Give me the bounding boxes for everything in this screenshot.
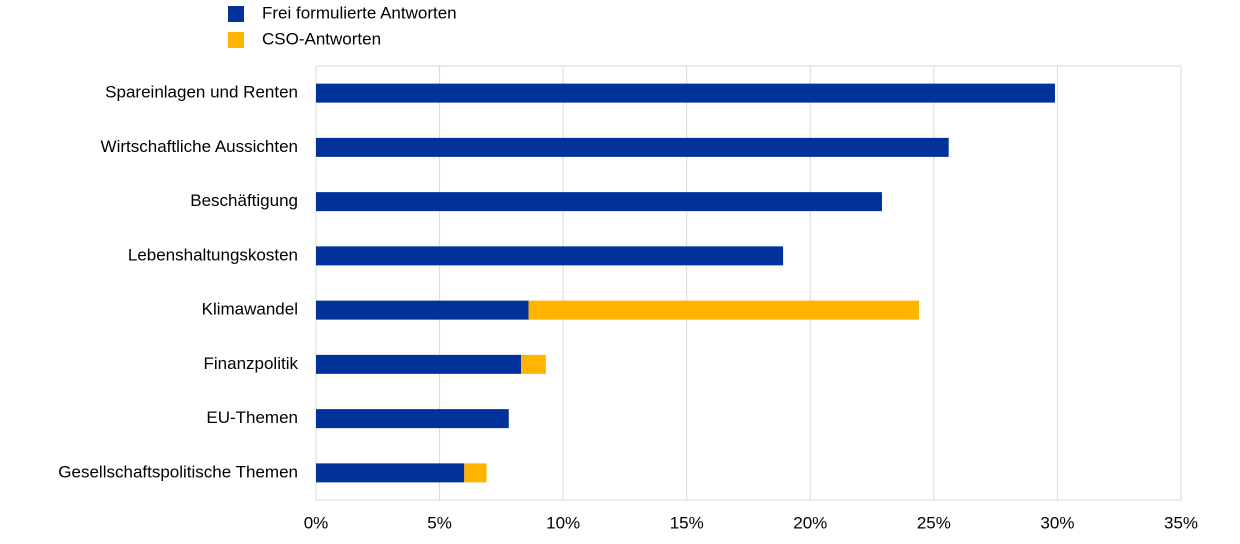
- bar-segment: [528, 300, 920, 320]
- bar-segment: [316, 463, 465, 483]
- bar-segment: [316, 83, 1055, 103]
- x-tick-label: 20%: [793, 513, 827, 532]
- legend-label: CSO-Antworten: [262, 29, 381, 48]
- x-tick-label: 35%: [1164, 513, 1198, 532]
- legend-label: Frei formulierte Antworten: [262, 3, 457, 22]
- bar-segment: [316, 300, 529, 320]
- y-tick-label: Wirtschaftliche Aussichten: [101, 137, 298, 156]
- bar-segment: [316, 409, 509, 429]
- bar-segment: [316, 246, 784, 266]
- x-tick-label: 5%: [427, 513, 452, 532]
- x-tick-label: 0%: [304, 513, 329, 532]
- y-tick-label: Beschäftigung: [190, 191, 298, 210]
- y-tick-label: Gesellschaftspolitische Themen: [58, 462, 298, 481]
- x-tick-label: 10%: [546, 513, 580, 532]
- y-tick-label: Klimawandel: [202, 300, 298, 319]
- bar-segment: [316, 354, 522, 374]
- x-tick-label: 15%: [670, 513, 704, 532]
- bar-segment: [521, 354, 546, 374]
- x-tick-label: 30%: [1040, 513, 1074, 532]
- bar-segment: [316, 192, 882, 212]
- y-tick-label: Spareinlagen und Renten: [105, 83, 298, 102]
- legend-swatch: [228, 6, 244, 22]
- bar-segment: [316, 137, 949, 157]
- y-tick-label: EU-Themen: [206, 408, 298, 427]
- x-tick-label: 25%: [917, 513, 951, 532]
- bar-segment: [464, 463, 487, 483]
- y-tick-label: Lebenshaltungskosten: [128, 245, 298, 264]
- y-tick-label: Finanzpolitik: [204, 354, 299, 373]
- legend-swatch: [228, 32, 244, 48]
- plot-frame: [315, 65, 1182, 501]
